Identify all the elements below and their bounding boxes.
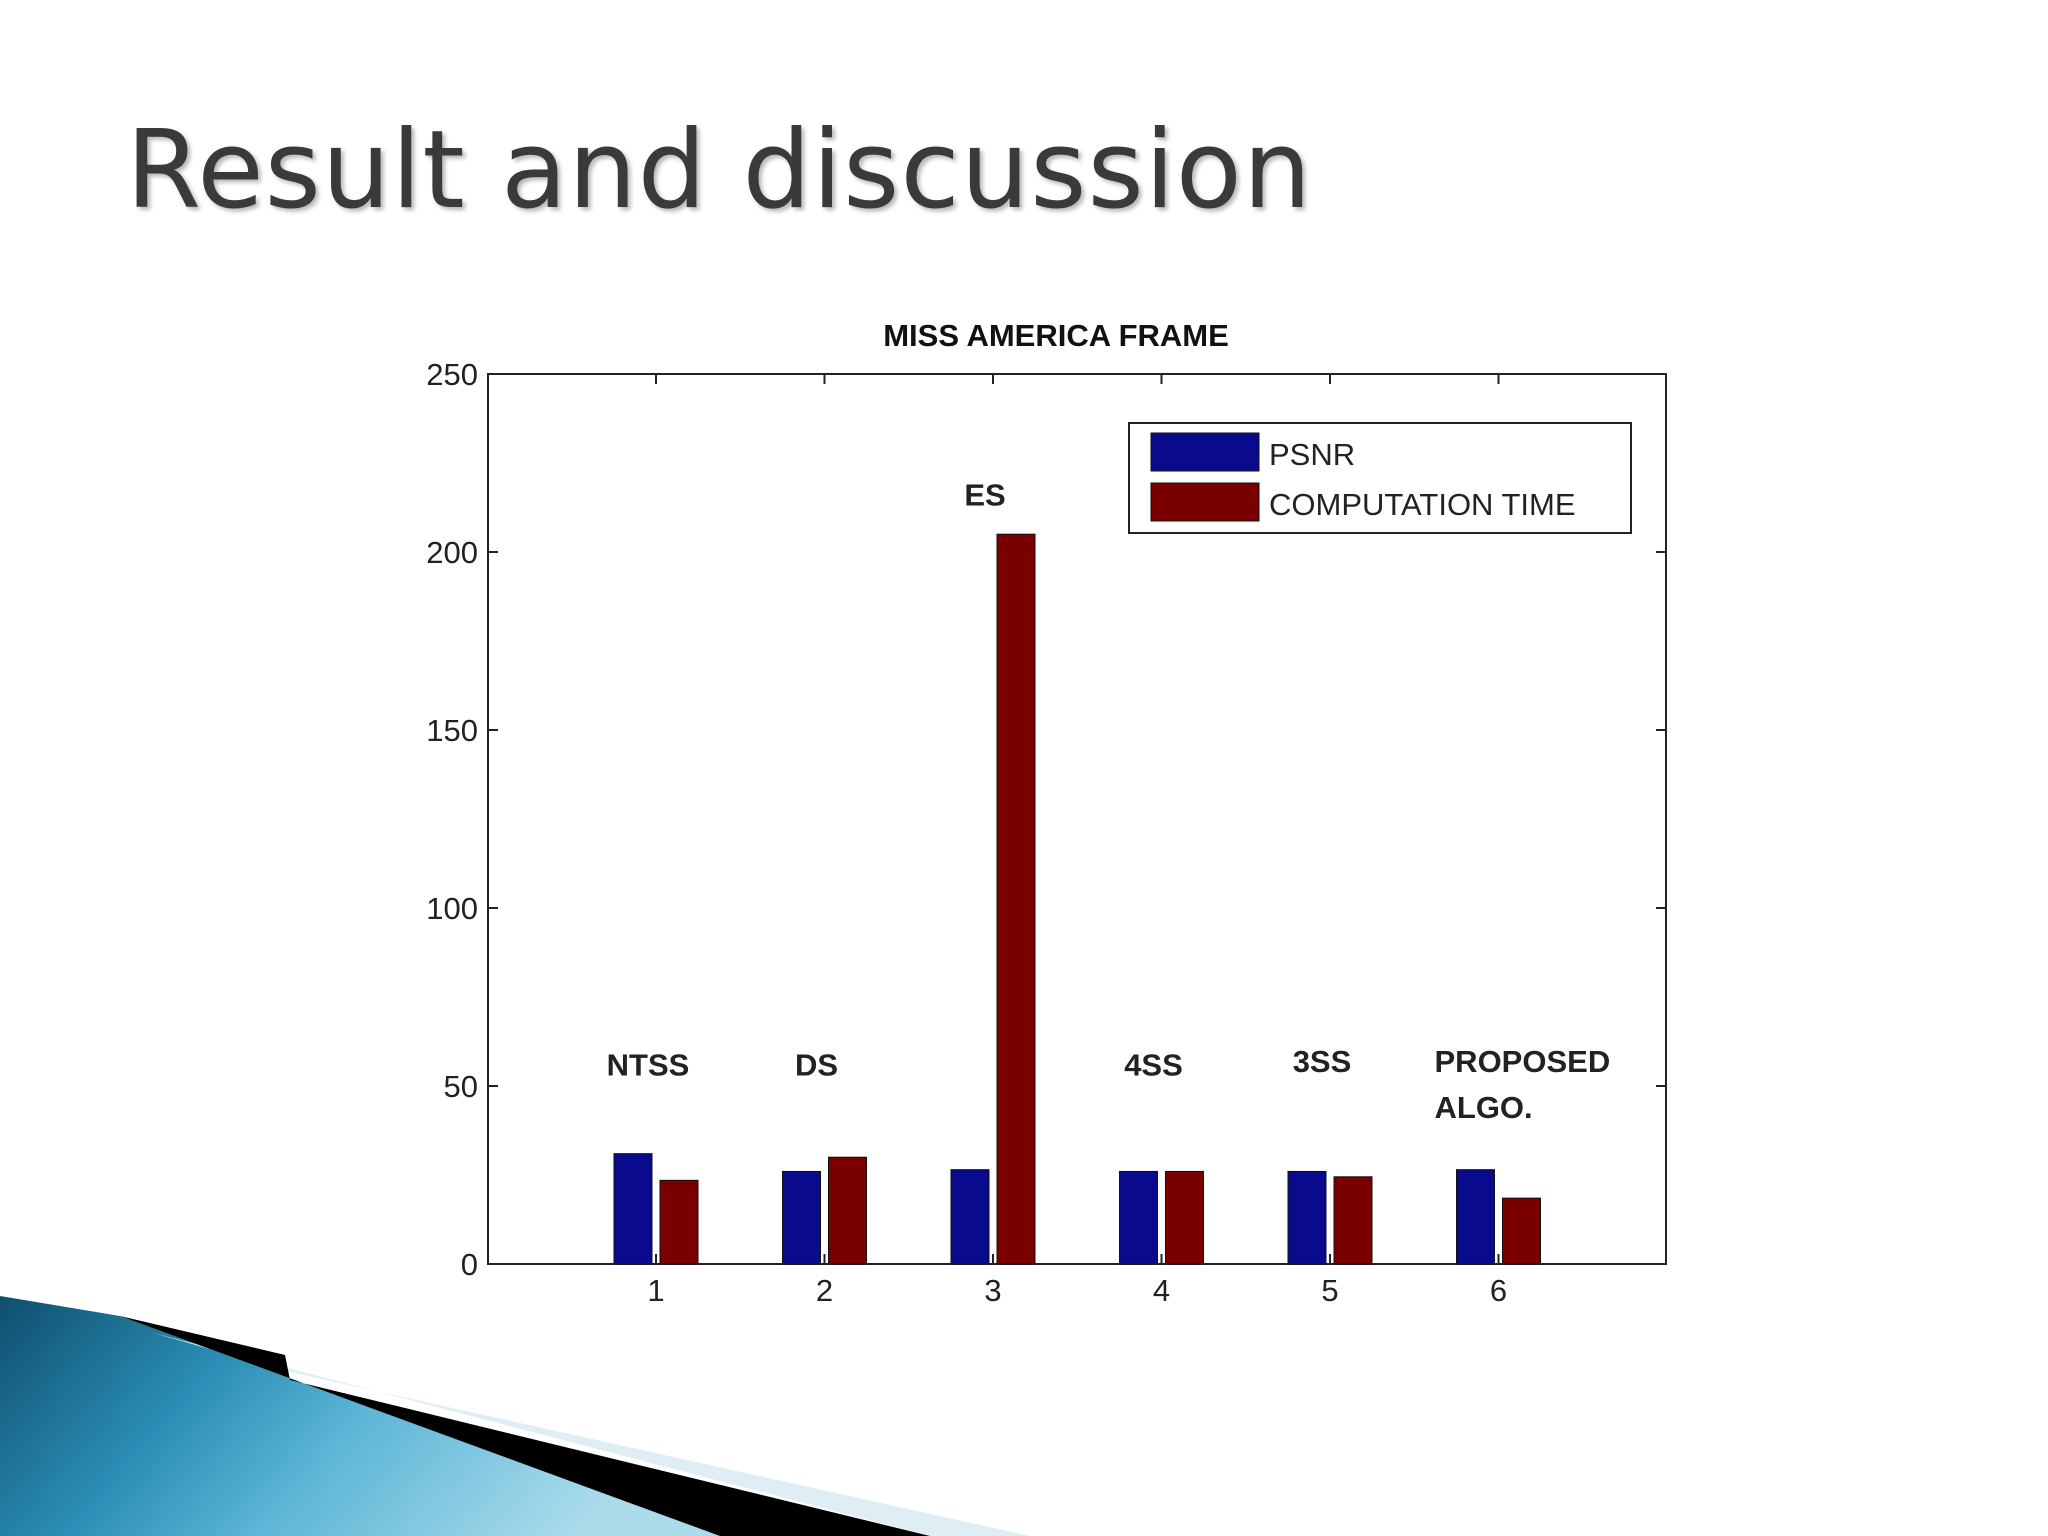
- bar-annotation: ALGO.: [1435, 1090, 1533, 1125]
- bar-annotation: PROPOSED: [1435, 1044, 1611, 1079]
- x-tick-label: 3: [984, 1273, 1001, 1308]
- legend-label-psnr: PSNR: [1269, 437, 1355, 472]
- y-tick-label: 50: [444, 1069, 478, 1104]
- bar-annotation: DS: [795, 1047, 838, 1082]
- legend-label-computation-time: COMPUTATION TIME: [1269, 487, 1576, 522]
- bar-computation-time: [1165, 1170, 1204, 1265]
- bar-computation-time: [828, 1156, 867, 1265]
- bar-psnr: [1456, 1169, 1495, 1265]
- bar-annotation: 3SS: [1293, 1044, 1352, 1079]
- bar-computation-time: [1333, 1176, 1373, 1265]
- bars-group: [613, 533, 1541, 1265]
- bar-psnr: [950, 1169, 990, 1265]
- bar-annotation: 4SS: [1124, 1047, 1183, 1082]
- bar-annotation: NTSS: [607, 1047, 690, 1082]
- x-tick-label: 2: [816, 1273, 833, 1308]
- bar-psnr: [1287, 1170, 1327, 1265]
- bar-annotation: ES: [964, 478, 1005, 513]
- chart-title: MISS AMERICA FRAME: [883, 318, 1229, 353]
- y-axis: 0 50 100 150 200 250: [426, 357, 1666, 1282]
- y-tick-label: 250: [426, 357, 478, 392]
- x-axis: 1 2 3 4 5 6: [647, 374, 1507, 1308]
- bar-psnr: [613, 1153, 653, 1265]
- slide-title: Result and discussion: [126, 108, 1313, 233]
- bar-computation-time: [1502, 1197, 1541, 1265]
- x-tick-label: 1: [647, 1273, 664, 1308]
- y-tick-label: 150: [426, 713, 478, 748]
- bar-computation-time: [996, 533, 1036, 1265]
- x-tick-label: 4: [1153, 1273, 1170, 1308]
- legend-swatch-psnr: [1150, 432, 1260, 472]
- legend-swatch-computation-time: [1150, 482, 1260, 522]
- legend: PSNR COMPUTATION TIME: [1128, 422, 1632, 534]
- y-tick-label: 0: [461, 1247, 478, 1282]
- bar-psnr: [1119, 1170, 1158, 1265]
- y-tick-label: 100: [426, 891, 478, 926]
- x-tick-label: 5: [1321, 1273, 1338, 1308]
- bar-psnr: [782, 1170, 821, 1265]
- x-tick-label: 6: [1490, 1273, 1507, 1308]
- bar-computation-time: [659, 1179, 699, 1265]
- annotations-group: NTSS DS ES 4SS 3SS PROPOSED ALGO.: [607, 478, 1611, 1125]
- y-tick-label: 200: [426, 535, 478, 570]
